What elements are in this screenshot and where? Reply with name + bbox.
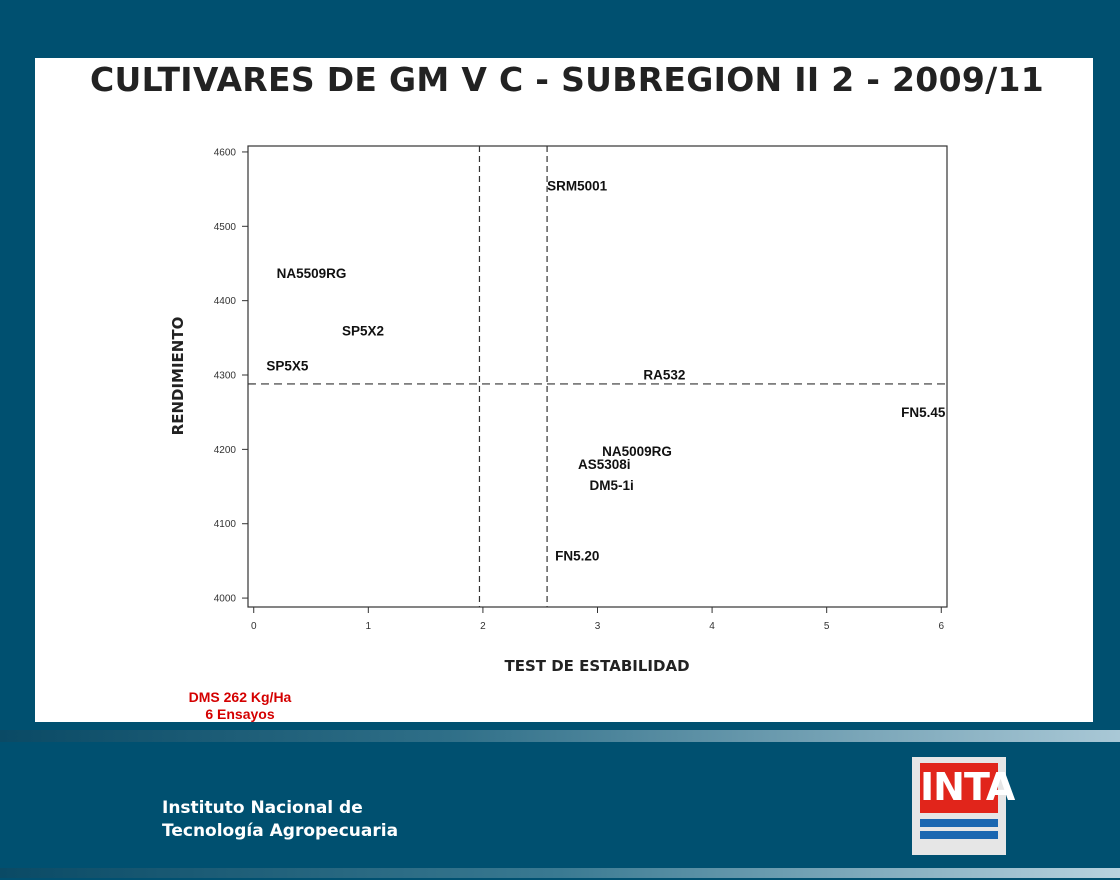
y-tick-label: 4600	[214, 147, 237, 158]
point-label: RA532	[643, 367, 685, 382]
x-tick-label: 0	[251, 621, 257, 632]
x-tick-label: 3	[595, 621, 601, 632]
logo-text: INTA	[920, 765, 1015, 809]
y-tick-label: 4000	[214, 594, 237, 605]
y-axis-label: RENDIMIENTO	[169, 317, 187, 436]
x-tick-label: 6	[938, 621, 944, 632]
footer-stripe	[0, 730, 1120, 742]
x-axis-label: TEST DE ESTABILIDAD	[504, 657, 689, 675]
plot-frame	[247, 145, 948, 608]
point-label: FN5.20	[555, 549, 599, 564]
point-label: SP5X5	[266, 358, 309, 373]
dms-note: DMS 262 Kg/Ha 6 Ensayos	[140, 689, 340, 723]
institution-name: Instituto Nacional de Tecnología Agropec…	[162, 797, 398, 843]
inta-logo: INTA	[912, 757, 1015, 855]
institution-line-2: Tecnología Agropecuaria	[162, 821, 399, 841]
y-tick-label: 4300	[214, 371, 237, 382]
y-tick-label: 4400	[214, 296, 237, 307]
logo-blue-bar-2	[920, 831, 998, 839]
chart-title: CULTIVARES DE GM V C - SUBREGION II 2 - …	[90, 60, 1044, 99]
point-label: AS5308i	[578, 457, 631, 472]
y-tick-label: 4100	[214, 519, 237, 530]
y-tick-label: 4200	[214, 445, 237, 456]
x-tick-label: 2	[480, 621, 486, 632]
point-label: NA5009RG	[602, 444, 672, 459]
logo-blue-bar-1	[920, 819, 998, 827]
footer-stripe-bottom	[0, 868, 1120, 878]
x-tick-label: 5	[824, 621, 830, 632]
point-label: SP5X2	[342, 323, 384, 338]
x-tick-label: 4	[709, 621, 715, 632]
point-label: DM5-1i	[589, 478, 633, 493]
slide-panel	[35, 58, 1093, 722]
point-label: FN5.45	[901, 405, 946, 420]
logo-red-block: INTA	[920, 763, 1015, 813]
point-label: NA5509RG	[277, 266, 347, 281]
x-tick-label: 1	[366, 621, 372, 632]
institution-line-1: Instituto Nacional de	[162, 798, 363, 818]
point-label: SRM5001	[547, 178, 608, 193]
trials-count: 6 Ensayos	[205, 706, 275, 722]
y-tick-label: 4500	[214, 222, 237, 233]
dms-value: DMS 262 Kg/Ha	[188, 689, 292, 705]
